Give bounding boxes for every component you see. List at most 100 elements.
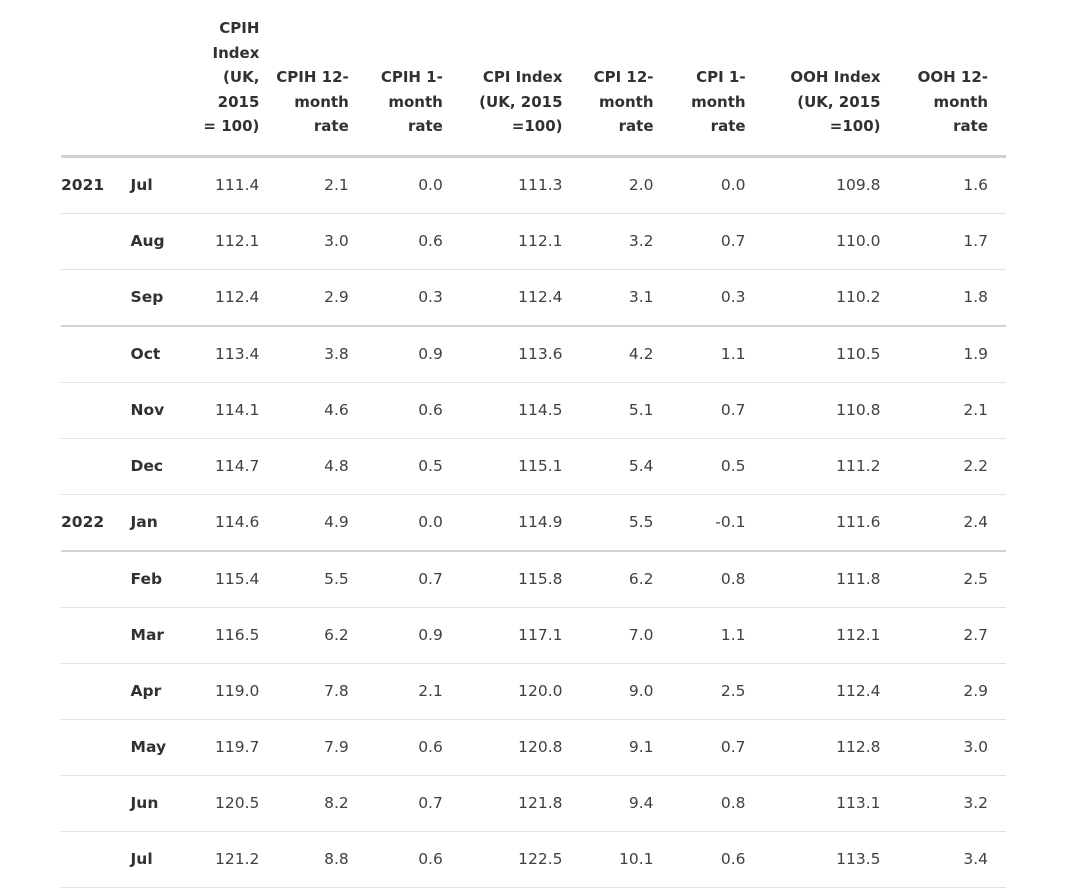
cell-cpi_12m: 5.4	[628, 457, 654, 475]
cell-cpih_index: 111.4	[215, 176, 260, 194]
table-body: 2021 Jul 111.4 2.1 0.0 111.3 2.0 0.0 109.8 1.6 Aug…	[61, 156, 1006, 887]
column-header-ooh_index[interactable]: OOH Index (UK, 2015 =100)	[764, 0, 899, 156]
cell-cpih_12m: 2.9	[324, 288, 349, 306]
cell-cpi_index: 114.5	[518, 401, 563, 419]
cell-ooh_index: 110.2	[836, 288, 881, 306]
cell-ooh_12m: 1.6	[963, 176, 988, 194]
cell-cpih_index: 112.1	[215, 232, 260, 250]
cell-cpih_12m: 4.6	[324, 401, 349, 419]
row-year	[61, 719, 131, 775]
column-header-ooh_12m[interactable]: OOH 12- month rate	[899, 0, 1006, 156]
column-header-line: month	[294, 92, 349, 111]
cell-cpih_12m: 6.2	[324, 626, 349, 644]
cell-cpi_1m: -0.1	[715, 513, 746, 531]
cell-cpi_1m: 0.6	[720, 850, 746, 868]
cell-ooh_12m: 2.4	[963, 513, 988, 531]
column-header-cpih_index[interactable]: CPIH Index (UK, 2015 = 100)	[194, 0, 259, 156]
cell-cpih_index: 119.0	[215, 682, 260, 700]
cell-cpi_index: 112.1	[518, 232, 563, 250]
row-year	[61, 663, 131, 719]
table-row: Jul 121.2 8.8 0.6 122.5 10.1 0.6 113.5 3.4	[61, 831, 1006, 887]
cell-cpi_index: 113.6	[518, 345, 563, 363]
cell-cpi_12m: 3.2	[628, 232, 654, 250]
cell-cpih_index: 119.7	[215, 738, 260, 756]
column-header-line: rate	[313, 117, 349, 135]
cell-cpi_index: 115.1	[518, 457, 563, 475]
column-header-cpi_1m[interactable]: CPI 1- month rate	[672, 0, 764, 156]
table-row: Jun 120.5 8.2 0.7 121.8 9.4 0.8 113.1 3.2	[61, 775, 1006, 831]
table-row: Nov 114.1 4.6 0.6 114.5 5.1 0.7 110.8 2.1	[61, 382, 1006, 438]
cell-cpih_index: 112.4	[215, 288, 260, 306]
row-month: Nov	[130, 401, 165, 419]
row-month: Sep	[130, 288, 164, 306]
row-year	[61, 831, 131, 887]
cell-ooh_12m: 2.7	[963, 626, 988, 644]
cell-cpi_index: 120.8	[518, 738, 563, 756]
column-header-line: (UK,	[223, 68, 260, 86]
cell-cpi_12m: 9.1	[628, 738, 654, 756]
cell-ooh_index: 113.1	[836, 794, 881, 812]
cell-cpih_12m: 3.0	[324, 232, 349, 250]
table-row: Aug 112.1 3.0 0.6 112.1 3.2 0.7 110.0 1.7	[61, 213, 1006, 269]
cell-cpih_index: 114.7	[215, 457, 260, 475]
cell-ooh_index: 110.0	[836, 232, 881, 250]
table-row: Feb 115.4 5.5 0.7 115.8 6.2 0.8 111.8 2.5	[61, 551, 1006, 607]
cell-ooh_12m: 1.8	[963, 288, 988, 306]
column-header-line: rate	[407, 117, 443, 135]
column-header-line: OOH Index	[790, 68, 881, 86]
cell-cpi_1m: 0.8	[720, 570, 746, 588]
column-header-line: OOH 12-	[917, 68, 988, 86]
column-header-cpi_index[interactable]: CPI Index (UK, 2015 =100)	[461, 0, 581, 156]
cell-ooh_12m: 3.2	[963, 794, 988, 812]
row-year	[61, 326, 131, 383]
cell-cpi_12m: 10.1	[619, 850, 654, 868]
row-year	[61, 607, 131, 663]
cell-cpi_1m: 0.0	[720, 176, 746, 194]
table-row: Apr 119.0 7.8 2.1 120.0 9.0 2.5 112.4 2.9	[61, 663, 1006, 719]
cell-ooh_index: 109.8	[836, 176, 881, 194]
row-year	[61, 213, 131, 269]
cell-cpih_12m: 2.1	[324, 176, 349, 194]
column-header-line: CPIH 12-	[276, 68, 349, 86]
cell-cpi_1m: 0.7	[720, 738, 746, 756]
column-header-line: rate	[710, 117, 746, 135]
cell-cpih_12m: 4.8	[324, 457, 349, 475]
cell-ooh_index: 111.6	[836, 513, 881, 531]
cell-cpih_1m: 0.6	[418, 232, 443, 250]
cell-cpi_1m: 1.1	[720, 345, 746, 363]
table-header: CPIH Index (UK, 2015 = 100) CPIH 12- month rate…	[61, 0, 1006, 156]
row-month: Jul	[130, 850, 153, 868]
cell-cpih_12m: 5.5	[324, 570, 349, 588]
column-header-line: month	[933, 92, 988, 111]
column-header-line: rate	[618, 117, 654, 135]
cell-cpih_index: 121.2	[215, 850, 260, 868]
cell-ooh_index: 111.2	[836, 457, 881, 475]
table-row: Dec 114.7 4.8 0.5 115.1 5.4 0.5 111.2 2.2	[61, 438, 1006, 494]
cell-ooh_index: 110.5	[836, 345, 881, 363]
column-header-line: month	[388, 92, 443, 111]
column-header-line: CPI Index	[482, 68, 563, 86]
row-month: Aug	[130, 232, 165, 250]
cell-cpih_1m: 0.7	[418, 570, 443, 588]
row-month: May	[130, 738, 167, 756]
cell-cpih_index: 115.4	[215, 570, 260, 588]
column-header-cpih_1m[interactable]: CPIH 1- month rate	[367, 0, 461, 156]
cell-ooh_12m: 2.9	[963, 682, 988, 700]
cell-cpi_12m: 2.0	[628, 176, 654, 194]
cell-cpih_1m: 0.0	[418, 513, 443, 531]
cell-ooh_12m: 2.5	[963, 570, 988, 588]
column-header-line: month	[691, 92, 746, 111]
cell-cpi_index: 111.3	[518, 176, 563, 194]
cell-cpi_1m: 0.7	[720, 401, 746, 419]
column-header-cpih_12m[interactable]: CPIH 12- month rate	[259, 0, 366, 156]
row-month: Dec	[130, 457, 164, 475]
column-header-line: 2015	[217, 92, 260, 111]
cell-cpih_1m: 0.6	[418, 401, 443, 419]
cell-cpi_index: 117.1	[518, 626, 563, 644]
cell-ooh_index: 112.4	[836, 682, 881, 700]
column-header-line: = 100)	[203, 117, 260, 135]
column-header-cpi_12m[interactable]: CPI 12- month rate	[581, 0, 672, 156]
cell-cpih_1m: 0.5	[418, 457, 443, 475]
cell-ooh_12m: 2.1	[963, 401, 988, 419]
cell-cpih_index: 120.5	[215, 794, 260, 812]
